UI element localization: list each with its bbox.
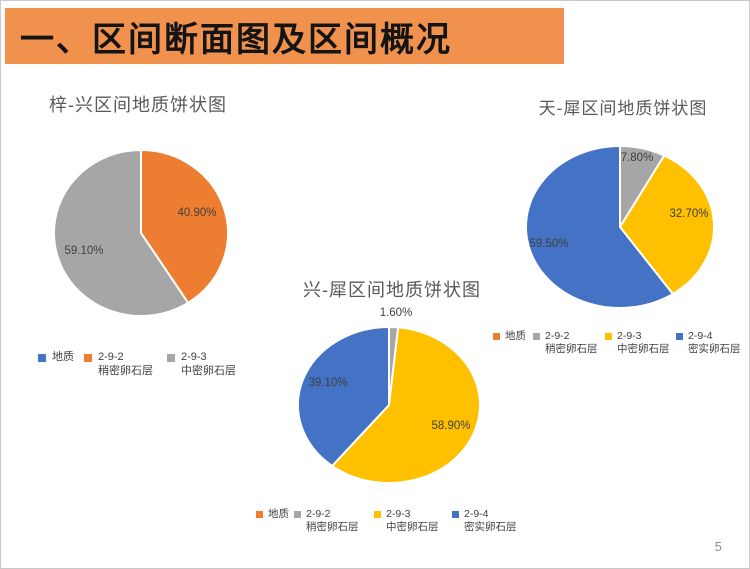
legend-label: 2-9-2 稍密卵石层 [545,330,598,356]
pie-chart-zi-xing [53,148,229,317]
chart-title-tian-xi: 天-犀区间地质饼状图 [538,99,708,118]
pie-chart-xing-xi [297,325,481,484]
legend-swatch-icon [374,511,381,518]
legend-swatch-icon [167,354,175,362]
legend-label: 2-9-4 密实卵石层 [464,508,517,534]
chart-title-zi-xing: 梓-兴区间地质饼状图 [49,95,227,115]
page-title: 一、区间断面图及区间概况 [20,21,452,59]
pie-slice [53,148,190,317]
legend-swatch-icon [605,333,612,340]
legend-swatch-icon [256,511,263,518]
legend-label: 地质 [52,351,74,363]
legend-label: 2-9-3 中密卵石层 [181,351,236,377]
legend-swatch-icon [452,511,459,518]
chart-title-xing-xi: 兴-犀区间地质饼状图 [303,280,481,300]
legend-swatch-icon [38,354,46,362]
legend-item: 2-9-4 密实卵石层 [676,330,741,356]
legend-item: 地质 [256,508,289,521]
slide-title-banner: 一、区间断面图及区间概况 [5,8,564,64]
legend-swatch-icon [533,333,540,340]
legend-item: 2-9-2 稍密卵石层 [533,330,598,356]
legend-label: 2-9-3 中密卵石层 [617,330,670,356]
legend-item: 地质 [493,330,526,343]
page-number: 5 [714,539,722,554]
pie-slice [330,326,481,484]
pie-chart-tian-xi [525,144,715,309]
legend-label: 2-9-2 稍密卵石层 [306,508,359,534]
legend-swatch-icon [493,333,500,340]
legend-swatch-icon [676,333,683,340]
legend-item: 2-9-3 中密卵石层 [605,330,670,356]
legend-swatch-icon [294,511,301,518]
legend-label: 地质 [268,508,289,520]
pie-slice [618,154,715,296]
legend-label: 地质 [505,330,526,342]
legend-item: 地质 [38,351,74,365]
pie-data-label: 1.60% [379,307,413,319]
legend-label: 2-9-2 稍密卵石层 [98,351,153,377]
legend-label: 2-9-3 中密卵石层 [386,508,439,534]
legend-item: 2-9-3 中密卵石层 [374,508,439,534]
legend-item: 2-9-2 稍密卵石层 [84,351,153,379]
legend-item: 2-9-3 中密卵石层 [167,351,236,379]
pie-slice [525,144,675,309]
legend-item: 2-9-2 稍密卵石层 [294,508,359,534]
legend-item: 2-9-4 密实卵石层 [452,508,517,534]
legend-swatch-icon [84,354,92,362]
pie-slice [297,325,390,468]
legend-label: 2-9-4 密实卵石层 [688,330,741,356]
